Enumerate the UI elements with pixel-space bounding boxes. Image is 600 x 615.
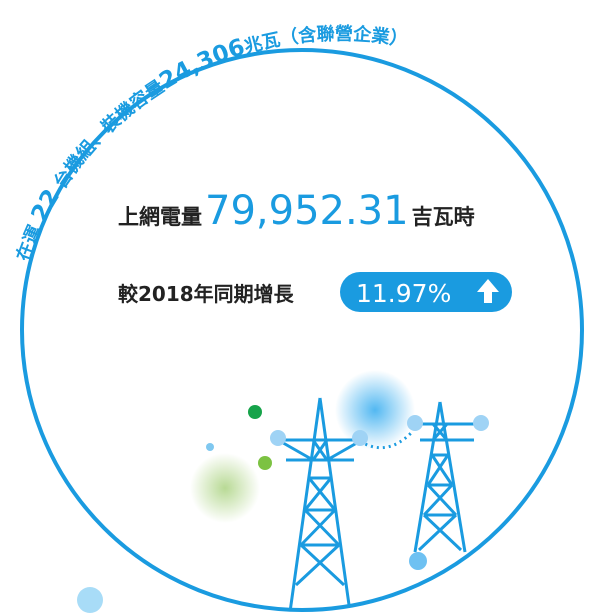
insulator	[352, 430, 368, 446]
output-unit: 吉瓦時	[412, 205, 475, 229]
glow	[335, 370, 415, 450]
insulator	[270, 430, 286, 446]
tower-left	[277, 397, 363, 610]
dot	[409, 552, 427, 570]
insulator	[473, 415, 489, 431]
glow	[190, 453, 260, 523]
frame-circle	[20, 48, 584, 612]
dot	[77, 587, 103, 613]
insulator	[407, 415, 423, 431]
dot	[206, 443, 214, 451]
dot	[248, 405, 262, 419]
output-value: 79,952.31	[205, 188, 409, 234]
arc-part: 在運	[12, 216, 49, 264]
illustration	[190, 370, 489, 610]
dot	[258, 456, 272, 470]
growth-pill	[340, 272, 512, 312]
output-label: 上網電量	[118, 205, 202, 229]
arc-number: 24,306	[155, 34, 248, 95]
growth-label: 較2018年同期增長	[118, 282, 295, 306]
tower-right	[413, 401, 478, 553]
output-line: 上網電量79,952.31 吉瓦時	[118, 188, 475, 234]
up-arrow	[477, 279, 499, 303]
growth-value: 11.97%	[356, 279, 451, 308]
arc-part: 台機組、裝機容量	[46, 75, 168, 197]
